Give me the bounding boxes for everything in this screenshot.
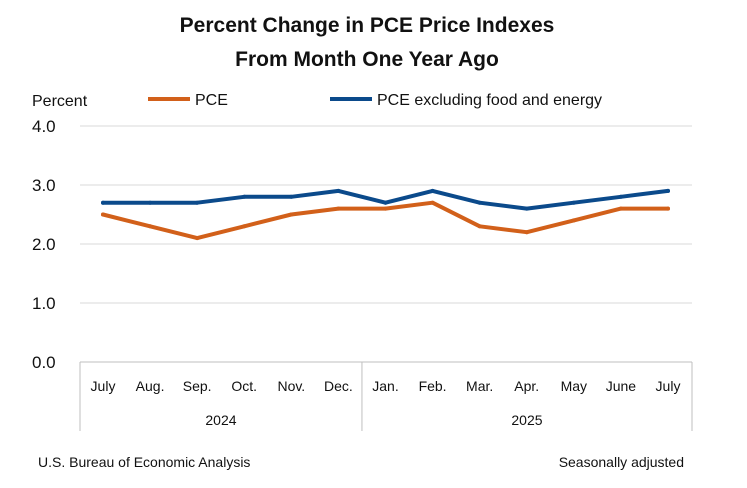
- x-tick-label: Dec.: [324, 378, 353, 394]
- data-point-core-pce: [477, 200, 482, 205]
- x-tick-label: July: [91, 378, 116, 394]
- data-point-pce: [101, 212, 105, 217]
- x-tick-label: June: [606, 378, 637, 394]
- legend-label-pce: PCE: [195, 92, 228, 109]
- data-point-core-pce: [383, 200, 388, 205]
- data-point-pce: [148, 224, 153, 229]
- data-point-pce: [336, 206, 341, 211]
- x-tick-label: Apr.: [514, 378, 539, 394]
- data-point-core-pce: [101, 200, 105, 205]
- data-point-core-pce: [430, 188, 435, 193]
- y-axis-ticks: 0.0 1.0 2.0 3.0 4.0: [32, 117, 56, 372]
- x-tick-label: Mar.: [466, 378, 493, 394]
- x-axis: 2024 2025 July Aug. Sep. Oct. Nov. Dec. Jan. Feb.…: [79, 362, 693, 431]
- chart-title-line-1: Percent Change in PCE Price Indexes: [180, 14, 555, 37]
- y-tick-label: 2.0: [32, 235, 56, 254]
- x-tick-label: Aug.: [136, 378, 165, 394]
- y-tick-label: 4.0: [32, 117, 56, 136]
- legend-label-core-pce: PCE excluding food and energy: [377, 92, 602, 109]
- data-point-core-pce: [195, 200, 200, 205]
- data-point-core-pce: [524, 206, 529, 211]
- gridlines: [80, 125, 692, 363]
- x-tick-label: Feb.: [419, 378, 447, 394]
- y-tick-label: 1.0: [32, 294, 56, 313]
- y-axis-label: Percent: [32, 93, 88, 110]
- data-point-pce: [430, 200, 435, 205]
- x-tick-label: Sep.: [183, 378, 212, 394]
- data-point-pce: [383, 206, 388, 211]
- data-point-core-pce: [618, 194, 623, 199]
- seasonal-note: Seasonally adjusted: [559, 454, 684, 470]
- data-point-pce: [195, 236, 200, 241]
- year-label: 2025: [511, 412, 542, 428]
- data-point-pce: [666, 206, 670, 211]
- source-note: U.S. Bureau of Economic Analysis: [38, 454, 250, 470]
- data-point-pce: [618, 206, 623, 211]
- data-point-pce: [571, 218, 576, 223]
- chart-title-line-2: From Month One Year Ago: [235, 48, 499, 71]
- y-tick-label: 0.0: [32, 353, 56, 372]
- x-tick-label: May: [561, 378, 587, 394]
- x-tick-label: July: [656, 378, 681, 394]
- data-point-pce: [289, 212, 294, 217]
- year-label: 2024: [205, 412, 236, 428]
- data-point-core-pce: [242, 194, 247, 199]
- data-point-core-pce: [336, 188, 341, 193]
- y-tick-label: 3.0: [32, 176, 56, 195]
- legend: PCE PCE excluding food and energy: [148, 92, 602, 109]
- data-point-core-pce: [289, 194, 294, 199]
- x-tick-label: Oct.: [231, 378, 257, 394]
- data-point-pce: [477, 224, 482, 229]
- series-lines: [101, 188, 670, 241]
- data-point-core-pce: [666, 188, 670, 193]
- data-point-pce: [524, 230, 529, 235]
- data-point-core-pce: [148, 200, 153, 205]
- data-point-pce: [242, 224, 247, 229]
- x-tick-label: Jan.: [372, 378, 398, 394]
- x-tick-label: Nov.: [277, 378, 305, 394]
- series-line-core-pce: [101, 188, 670, 211]
- data-point-core-pce: [571, 200, 576, 205]
